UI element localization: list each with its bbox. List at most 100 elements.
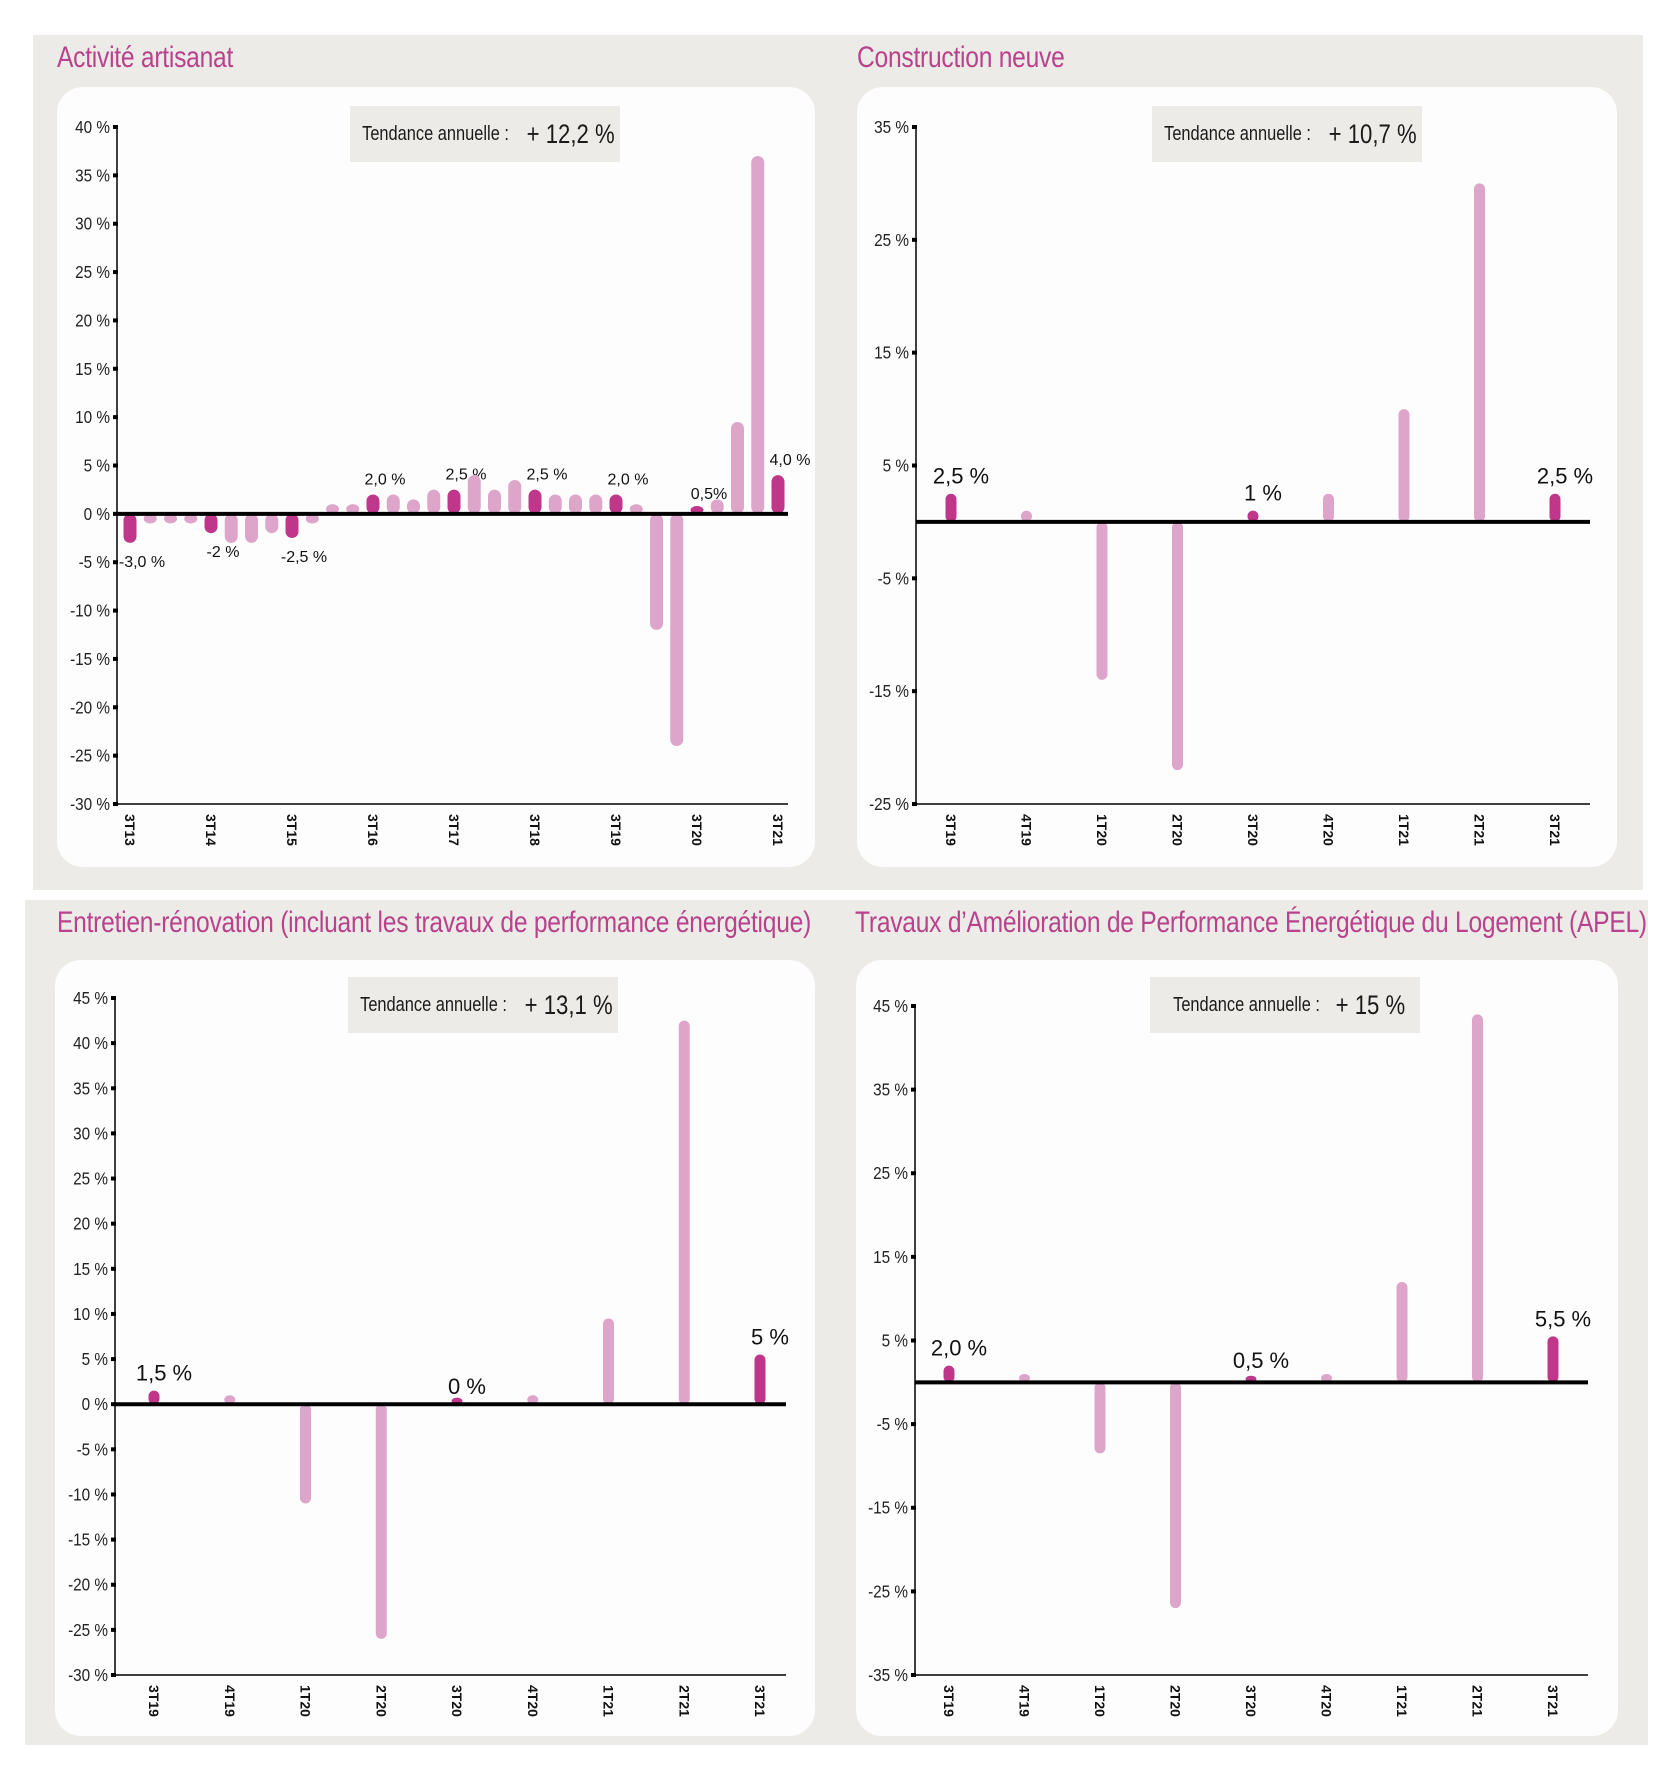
data-label: 2,5 % (1537, 464, 1593, 489)
bar-2T20 (1172, 521, 1183, 771)
y-tick (911, 1505, 916, 1510)
y-tick (113, 125, 118, 129)
x-tick-label: 3T19 (943, 814, 959, 846)
bar-1T14 (164, 513, 177, 524)
data-label: 2,0 % (931, 1336, 987, 1361)
y-tick-label: 30 % (73, 1123, 108, 1143)
y-tick (113, 608, 118, 613)
x-tick-label: 3T21 (752, 1685, 768, 1717)
bar-3T18 (528, 489, 542, 514)
y-tick (911, 1589, 916, 1594)
y-tick (912, 125, 917, 129)
y-tick-label: 25 % (874, 230, 909, 250)
bar-1T18 (488, 489, 501, 514)
bar-4T18 (548, 494, 562, 514)
data-label: 0,5 % (1233, 1348, 1289, 1373)
bar-4T20 (1323, 493, 1334, 522)
trend-value: + 13,1 % (524, 989, 613, 1020)
y-tick-label: 20 % (73, 1214, 108, 1234)
bar-3T21 (771, 475, 785, 514)
trend-value: + 10,7 % (1328, 118, 1417, 149)
y-tick (111, 1266, 116, 1271)
x-tick-label: 3T15 (284, 814, 300, 846)
y-tick (111, 1176, 116, 1181)
data-label: 1,5 % (136, 1361, 192, 1386)
y-tick-label: -20 % (68, 1575, 108, 1595)
y-tick (912, 576, 917, 581)
y-tick-label: 5 % (882, 1330, 908, 1350)
bar-4T19 (1019, 1373, 1030, 1383)
y-tick (113, 270, 118, 275)
chart-title: Construction neuve (857, 41, 1065, 74)
bar-2T21 (751, 156, 765, 514)
bar-4T19 (224, 1395, 236, 1405)
x-tick-label: 3T13 (122, 814, 138, 846)
y-tick-label: -10 % (68, 1484, 108, 1504)
x-tick-label: 3T20 (449, 1685, 465, 1717)
y-tick (111, 1357, 116, 1362)
y-tick (111, 1221, 116, 1226)
bar-2T14 (184, 513, 198, 524)
y-tick (912, 350, 917, 355)
trend-box: Tendance annuelle : + 10,7 % (1152, 106, 1422, 162)
x-tick-label: 3T14 (203, 814, 219, 846)
y-tick-label: -10 % (70, 600, 110, 620)
y-tick-label: 40 % (73, 1033, 108, 1053)
bar-3T21 (754, 1354, 766, 1405)
y-tick-label: 25 % (873, 1163, 908, 1183)
bar-3T14 (204, 513, 218, 534)
x-tick-label: 3T21 (1547, 814, 1563, 846)
y-tick-label: 5 % (883, 455, 909, 475)
y-tick (912, 802, 917, 806)
bar-4T15 (305, 513, 319, 524)
bar-4T16 (386, 494, 400, 514)
x-tick-label: 3T18 (527, 814, 543, 846)
bar-3T19 (943, 1365, 955, 1383)
y-tick-label: 40 % (75, 117, 110, 137)
y-tick (111, 1131, 116, 1136)
bar-4T13 (143, 513, 157, 524)
data-label: -2 % (207, 544, 240, 561)
bar-1T17 (407, 499, 420, 514)
y-tick (111, 1447, 116, 1452)
y-tick-label: 45 % (873, 996, 908, 1016)
y-tick-label: 15 % (73, 1259, 108, 1279)
x-tick-label: 2T21 (1470, 1685, 1486, 1717)
y-tick-label: 20 % (75, 310, 110, 330)
y-tick (911, 1338, 916, 1343)
bar-3T19 (609, 494, 623, 514)
trend-label: Tendance annuelle : (1163, 122, 1311, 145)
data-label: 5 % (751, 1325, 789, 1350)
data-label: 2,5 % (527, 467, 568, 484)
x-tick-label: 4T20 (1321, 814, 1337, 846)
y-tick (911, 1254, 916, 1259)
bar-1T20 (650, 513, 663, 630)
chart-title: Activité artisanat (57, 41, 234, 74)
y-tick (113, 463, 118, 468)
y-tick (911, 1422, 916, 1427)
y-tick-label: 35 % (874, 117, 909, 137)
x-tick-label: 3T20 (689, 814, 705, 846)
y-tick (912, 237, 917, 242)
bar-3T13 (123, 513, 137, 543)
y-tick (113, 415, 118, 420)
bar-3T20 (1247, 510, 1259, 522)
chart-title: Travaux d’Amélioration de Performance Én… (855, 906, 1647, 939)
x-tick-label: 2T20 (1170, 814, 1186, 846)
x-tick-label: 2T20 (373, 1685, 389, 1717)
data-label: 2,5 % (933, 464, 989, 489)
bar-4T20 (1321, 1373, 1332, 1383)
bar-4T14 (224, 513, 238, 543)
y-tick (911, 1004, 916, 1008)
y-tick-label: 25 % (75, 262, 110, 282)
y-tick-label: 5 % (84, 455, 110, 475)
y-tick-label: -25 % (70, 745, 110, 765)
bar-1T16 (326, 504, 339, 514)
y-tick-label: -25 % (68, 1620, 108, 1640)
bar-2T21 (678, 1020, 690, 1405)
y-tick-label: 35 % (873, 1079, 908, 1099)
y-tick-label: -15 % (68, 1529, 108, 1549)
y-tick-label: 15 % (75, 359, 110, 379)
x-tick-label: 3T17 (446, 814, 462, 846)
